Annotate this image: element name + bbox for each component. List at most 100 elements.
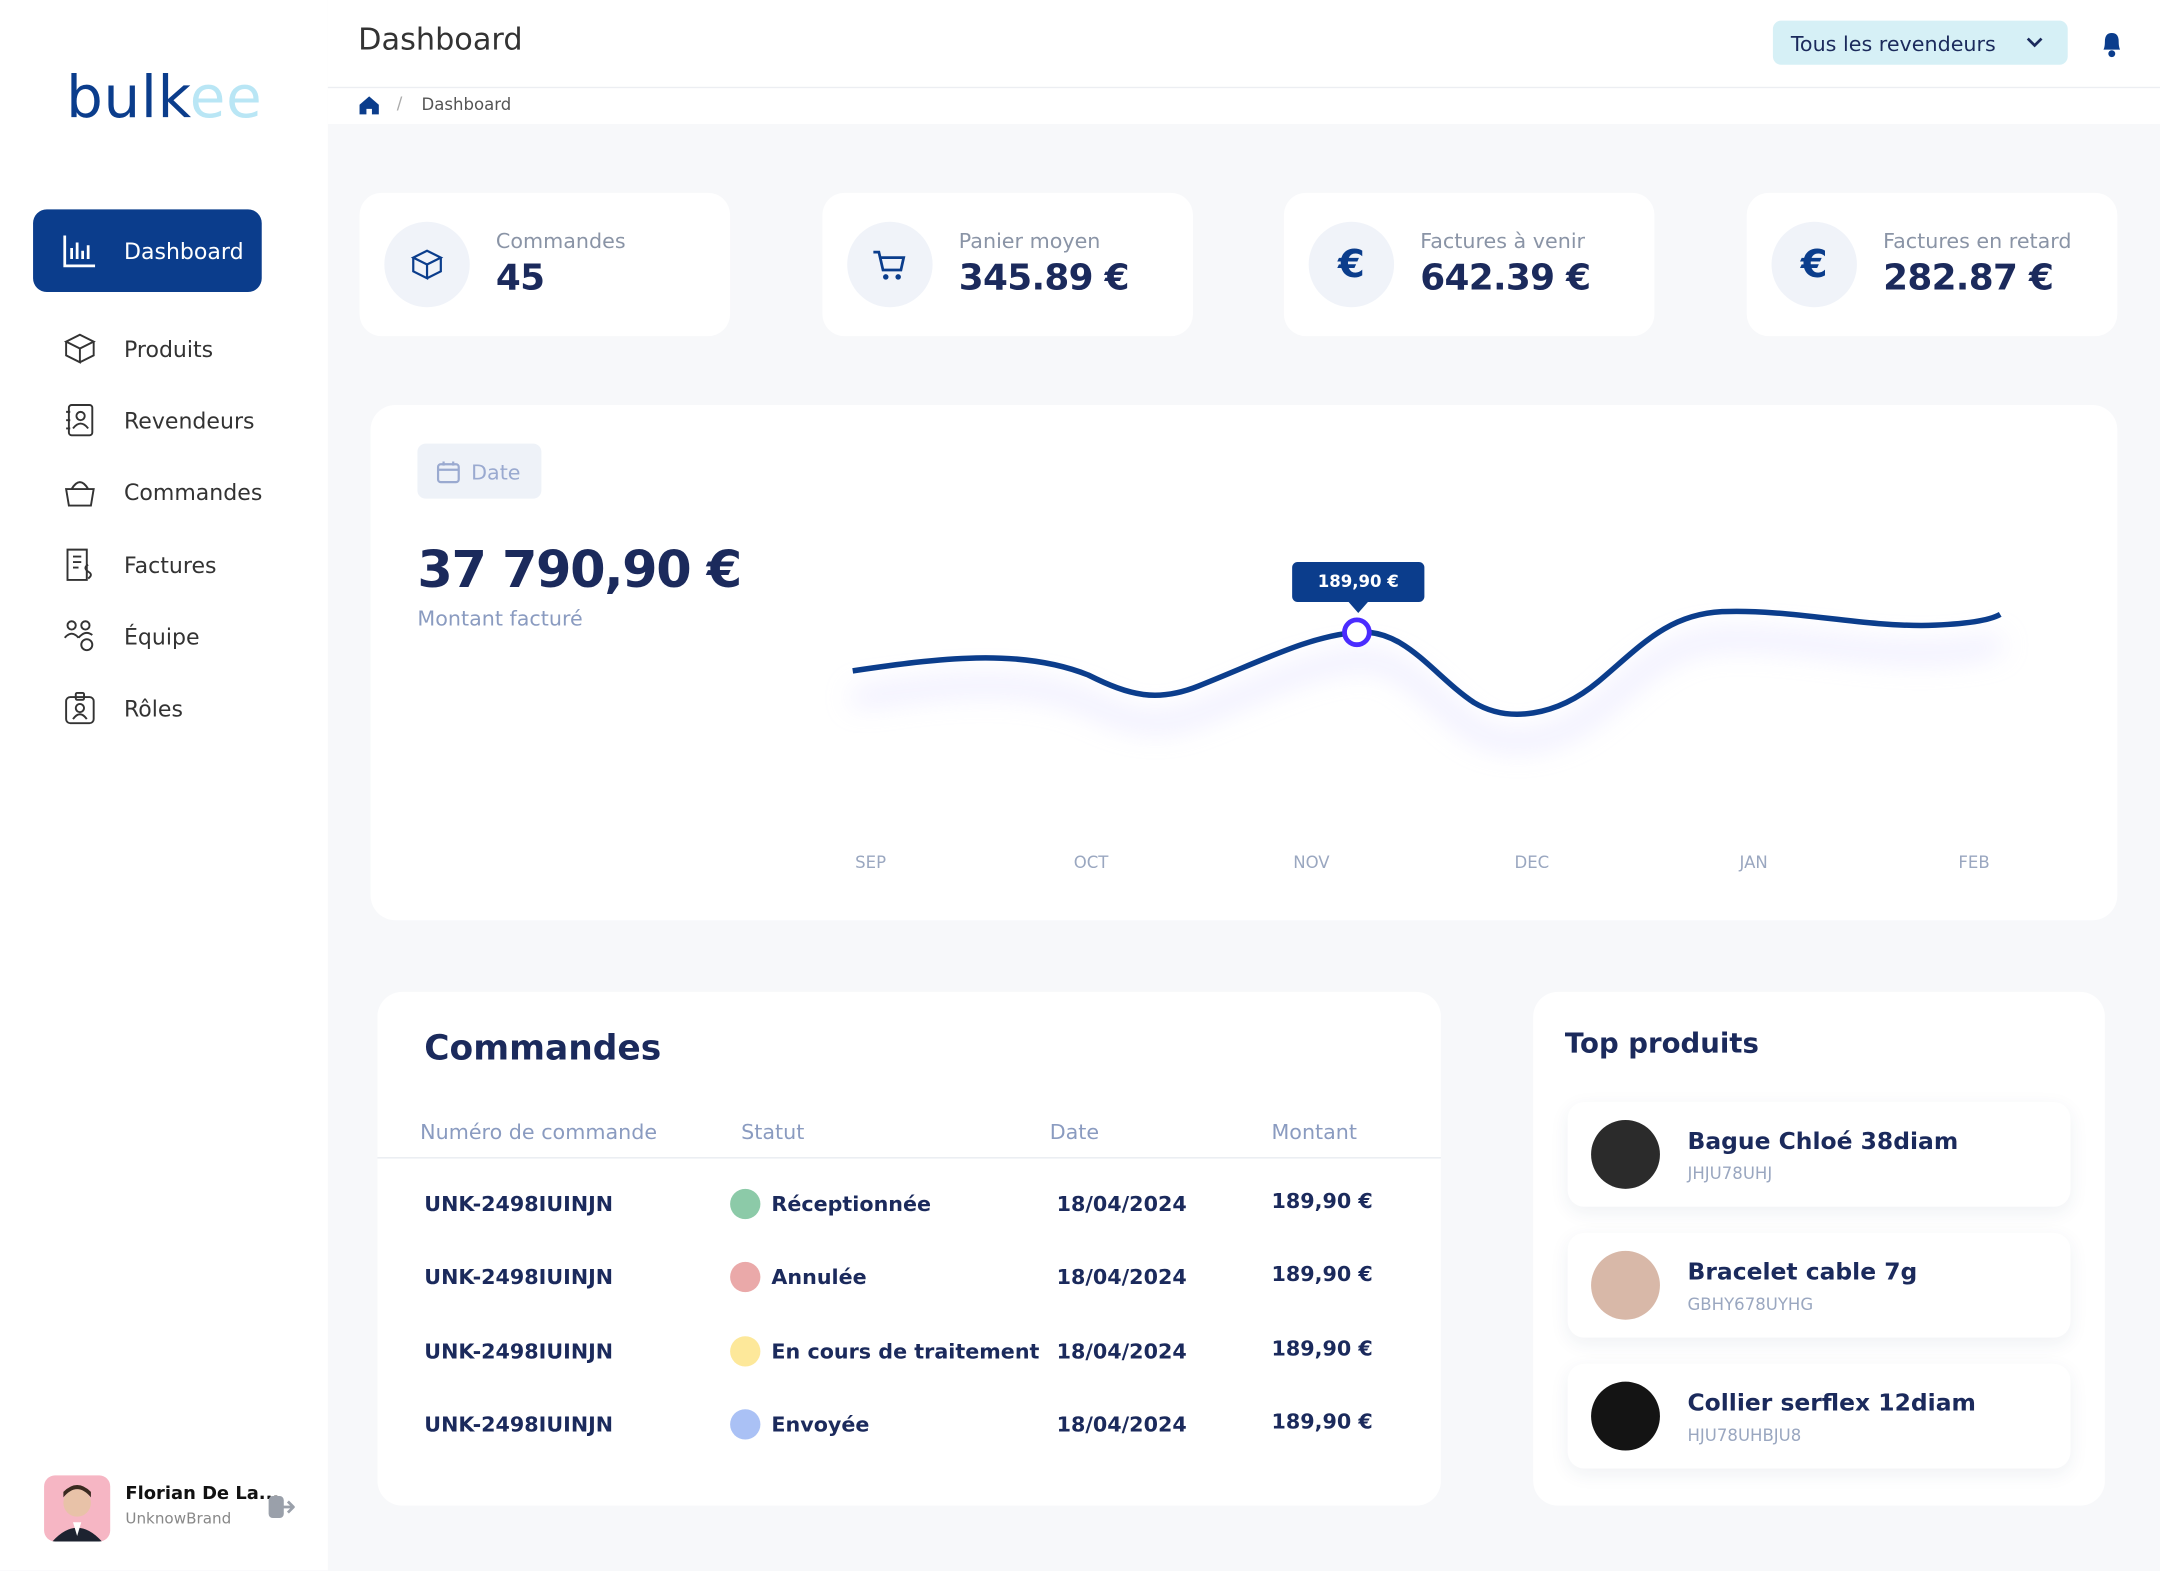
logo-part: bulk bbox=[66, 63, 190, 131]
nav-label: Dashboard bbox=[123, 238, 244, 265]
reseller-select-label: Tous les revendeurs bbox=[1790, 31, 1996, 57]
product-image bbox=[1591, 1119, 1660, 1189]
stat-icon-glyph-svg: € bbox=[1337, 242, 1365, 287]
stat-label: Factures à venir bbox=[1420, 228, 1586, 254]
month-label: JAN bbox=[1739, 853, 1768, 872]
order-status: Envoyée bbox=[771, 1411, 870, 1437]
product-item[interactable]: Bracelet cable 7g GBHY678UYHG bbox=[1567, 1232, 2071, 1338]
nav-item[interactable]: Revendeurs bbox=[33, 400, 262, 441]
month-label: SEP bbox=[855, 853, 886, 872]
status-icon bbox=[730, 1335, 761, 1366]
nav-item-active[interactable]: Dashboard bbox=[33, 209, 262, 293]
nav-item[interactable]: Factures bbox=[33, 544, 262, 585]
nav-icon bbox=[61, 545, 100, 589]
nav-icon bbox=[61, 617, 100, 661]
order-amount: 189,90 € bbox=[1271, 1262, 1373, 1288]
nav-icon bbox=[61, 231, 100, 275]
date-button[interactable]: Date bbox=[417, 443, 542, 499]
tooltip-box bbox=[1292, 562, 1425, 602]
stat-icon-glyph: € bbox=[1329, 242, 1373, 292]
product-item[interactable]: Collier serflex 12diam HJU78UHBJU8 bbox=[1567, 1363, 2071, 1469]
user-brand: UnknowBrand bbox=[125, 1509, 232, 1528]
sidebar: bulkee Dashboard Produits Revendeurs Comman… bbox=[0, 0, 328, 1571]
stat-card: € Factures à venir 642.39 € bbox=[1283, 192, 1655, 337]
product-name: Bague Chloé 38diam bbox=[1687, 1128, 1959, 1156]
order-row[interactable]: UNK-2498IUINJN En cours de traitement 18/0… bbox=[377, 1335, 1440, 1369]
nav-item[interactable]: Produits bbox=[33, 328, 262, 369]
order-id: UNK-2498IUINJN bbox=[424, 1265, 614, 1290]
order-row[interactable]: UNK-2498IUINJN Annulée 18/04/2024 189,90 € bbox=[377, 1262, 1440, 1295]
product-image bbox=[1591, 1250, 1660, 1320]
bell-icon[interactable] bbox=[2099, 30, 2124, 58]
nav-item[interactable]: Équipe bbox=[33, 615, 262, 656]
order-date: 18/04/2024 bbox=[1056, 1411, 1187, 1437]
chart-card: Date 37 790,90 € Montant facturé bbox=[370, 404, 2118, 921]
svg-text:€: € bbox=[1337, 242, 1365, 286]
nav-icon bbox=[61, 329, 100, 373]
total-subtitle: Montant facturé bbox=[417, 606, 583, 631]
nav-icon-svg bbox=[63, 333, 96, 364]
stat-icon-glyph-svg: € bbox=[1800, 242, 1828, 287]
nav-icon bbox=[61, 473, 100, 517]
stat-icon-glyph-svg bbox=[410, 249, 444, 281]
stat-value: 642.39 € bbox=[1420, 257, 1591, 299]
nav-icon bbox=[61, 401, 100, 445]
product-item[interactable]: Bague Chloé 38diam JHJU78UHJ bbox=[1567, 1102, 2071, 1207]
stat-icon-glyph-svg bbox=[873, 250, 906, 280]
svg-text:€: € bbox=[1800, 242, 1828, 286]
stat-label: Factures en retard bbox=[1883, 228, 2072, 254]
status-icon bbox=[730, 1262, 761, 1293]
orders-card: Commandes Numéro de commande Statut Date Mo… bbox=[377, 991, 1441, 1506]
stat-label: Panier moyen bbox=[958, 228, 1101, 254]
product-sku: HJU78UHBJU8 bbox=[1687, 1425, 1802, 1446]
nav-icon-svg bbox=[66, 404, 94, 437]
stat-value: 282.87 € bbox=[1883, 257, 2054, 299]
nav-item[interactable]: Rôles bbox=[33, 687, 262, 728]
stat-label: Commandes bbox=[495, 228, 626, 254]
logo: bulkee bbox=[66, 63, 262, 131]
curve-shadow bbox=[851, 632, 2004, 749]
stat-icon-glyph: € bbox=[1792, 242, 1836, 292]
revenue-curve bbox=[852, 608, 2002, 717]
order-amount: 189,90 € bbox=[1271, 1335, 1373, 1361]
order-amount: 189,90 € bbox=[1271, 1188, 1373, 1214]
stat-card: Panier moyen 345.89 € bbox=[822, 192, 1193, 337]
top-products-title: Top produits bbox=[1564, 1026, 1759, 1060]
nav-icon-svg bbox=[65, 691, 95, 725]
status-icon bbox=[730, 1188, 761, 1220]
month-label: FEB bbox=[1958, 853, 1989, 872]
stat-icon: € bbox=[1771, 221, 1857, 308]
month-label: OCT bbox=[1074, 853, 1110, 872]
order-status: Annulée bbox=[771, 1265, 867, 1290]
tooltip-pointer bbox=[1348, 601, 1368, 614]
nav-label: Produits bbox=[123, 336, 214, 363]
order-date: 18/04/2024 bbox=[1056, 1191, 1187, 1217]
calendar-icon bbox=[436, 461, 460, 484]
orders-title: Commandes bbox=[424, 1027, 662, 1068]
stat-card: € Factures en retard 282.87 € bbox=[1746, 192, 2118, 337]
nav-label: Équipe bbox=[123, 623, 200, 650]
stat-icon bbox=[384, 221, 470, 308]
logout-icon[interactable] bbox=[267, 1493, 295, 1521]
column-header: Numéro de commande bbox=[420, 1119, 658, 1145]
reseller-select[interactable]: Tous les revendeurs bbox=[1772, 20, 2068, 65]
order-date: 18/04/2024 bbox=[1056, 1338, 1187, 1364]
page-title: Dashboard bbox=[358, 23, 523, 58]
order-row[interactable]: UNK-2498IUINJN Réceptionnée 18/04/2024 189,… bbox=[377, 1188, 1440, 1222]
avatar bbox=[44, 1475, 111, 1542]
stat-icon bbox=[847, 221, 933, 308]
order-id: UNK-2498IUINJN bbox=[424, 1338, 614, 1364]
nav-item[interactable]: Commandes bbox=[33, 472, 262, 513]
date-button-label: Date bbox=[471, 460, 521, 485]
stat-value: 45 bbox=[495, 257, 545, 299]
table-divider bbox=[377, 1157, 1441, 1159]
home-icon[interactable] bbox=[358, 94, 380, 116]
nav-icon-svg bbox=[64, 481, 95, 508]
order-id: UNK-2498IUINJN bbox=[424, 1411, 614, 1437]
order-row[interactable]: UNK-2498IUINJN Envoyée 18/04/2024 189,90 € bbox=[377, 1409, 1440, 1442]
top-products-card: Top produits Bague Chloé 38diam JHJU78UHJ… bbox=[1533, 991, 2105, 1506]
nav-label: Rôles bbox=[123, 695, 183, 722]
order-date: 18/04/2024 bbox=[1056, 1265, 1187, 1290]
curve-marker[interactable] bbox=[1342, 617, 1372, 648]
